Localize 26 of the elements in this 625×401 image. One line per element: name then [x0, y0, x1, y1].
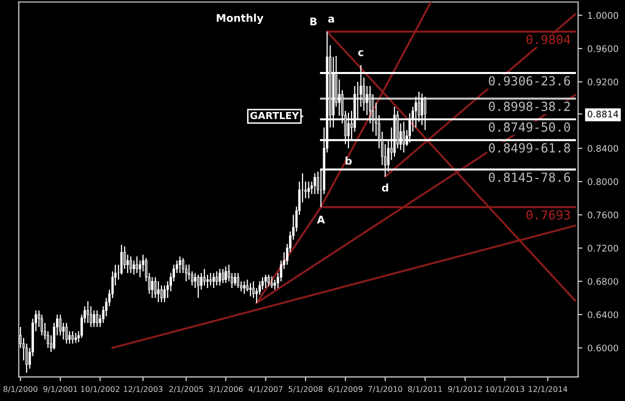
annotation: c	[358, 50, 364, 56]
y-tick-label: 1.0000	[588, 12, 618, 19]
y-tick-label: 0.7600	[588, 212, 618, 218]
y-tick-label: 0.7200	[588, 244, 618, 252]
annotation: 0.9804	[526, 34, 570, 44]
annotation: 0.7693	[526, 210, 570, 220]
y-tick-label: 0.8814	[588, 110, 618, 118]
annotation: 0.8998-38.2	[488, 102, 570, 112]
annotation: A	[316, 216, 325, 224]
y-tick-label: 0.9600	[588, 45, 618, 52]
annotation: 0.8749-50.0	[488, 122, 570, 132]
annotation: d	[382, 184, 388, 192]
annotation: b	[346, 156, 352, 165]
annotation: a	[328, 16, 334, 23]
y-tick-label: 0.9200	[588, 78, 618, 86]
y-tick-label: 0.6800	[588, 278, 618, 285]
annotation: 0.8499-61.8	[488, 143, 570, 153]
annotation: B	[310, 18, 317, 26]
annotation: 0.9306-23.6	[488, 76, 570, 86]
y-tick-label: 0.6400	[588, 311, 618, 318]
annotation: GARTLEY	[250, 112, 300, 120]
y-tick-label: 0.8400	[588, 145, 618, 152]
text: Monthly	[216, 14, 264, 24]
y-tick-label: 0.6000	[588, 344, 618, 352]
y-tick-label: 0.8000	[588, 178, 618, 186]
annotation: 0.8145-78.6	[488, 172, 570, 182]
